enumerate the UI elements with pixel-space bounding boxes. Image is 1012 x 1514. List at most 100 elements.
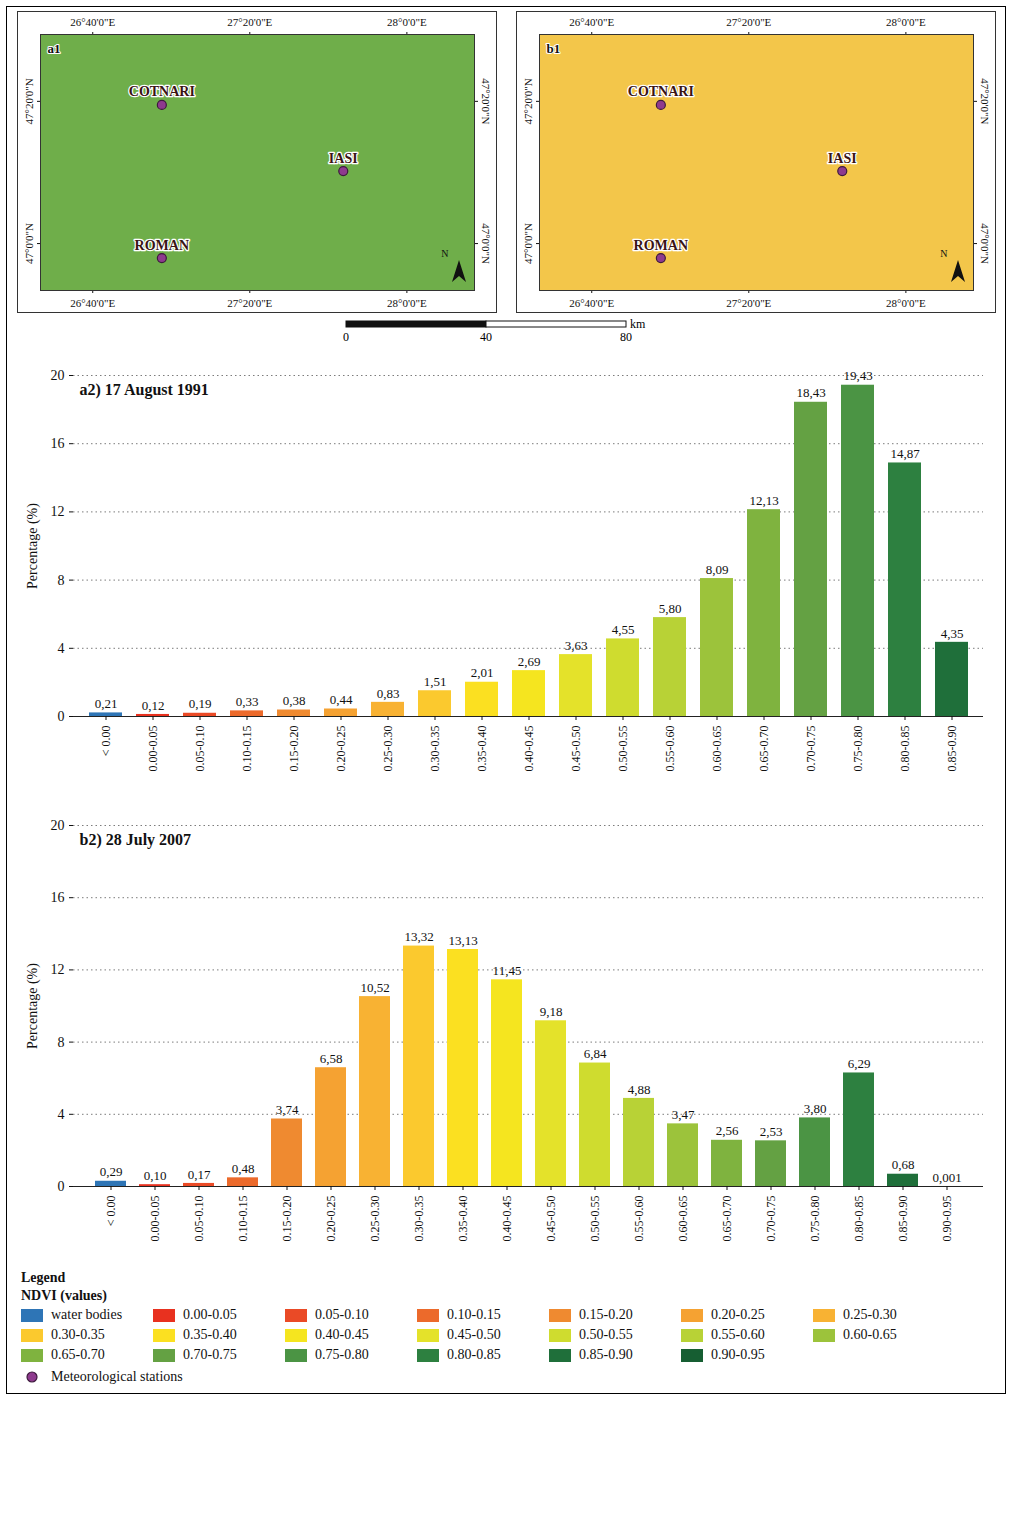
svg-text:0.15-0.20: 0.15-0.20 xyxy=(280,1196,294,1242)
svg-text:19,43: 19,43 xyxy=(843,368,872,383)
svg-text:0.60-0.65: 0.60-0.65 xyxy=(676,1196,690,1242)
svg-text:12: 12 xyxy=(51,962,65,977)
svg-text:47°0'0"N: 47°0'0"N xyxy=(23,223,35,264)
svg-text:47°20'0"N: 47°20'0"N xyxy=(978,78,990,124)
svg-text:47°0'0"N: 47°0'0"N xyxy=(479,223,491,264)
svg-text:0.50-0.55: 0.50-0.55 xyxy=(616,726,630,772)
svg-text:27°20'0"E: 27°20'0"E xyxy=(227,297,272,309)
svg-text:0.20-0.25: 0.20-0.25 xyxy=(334,726,348,772)
svg-text:0.45-0.50: 0.45-0.50 xyxy=(544,1196,558,1242)
svg-text:47°0'0"N: 47°0'0"N xyxy=(978,223,990,264)
svg-text:6,84: 6,84 xyxy=(584,1046,607,1061)
svg-text:4,55: 4,55 xyxy=(612,622,635,637)
svg-text:0.15-0.20: 0.15-0.20 xyxy=(287,726,301,772)
svg-text:5,80: 5,80 xyxy=(659,601,682,616)
svg-text:47°0'0"N: 47°0'0"N xyxy=(522,223,534,264)
svg-text:28°0'0"E: 28°0'0"E xyxy=(387,16,427,28)
svg-text:0.50-0.55: 0.50-0.55 xyxy=(588,1196,602,1242)
svg-text:0.80-0.85: 0.80-0.85 xyxy=(898,726,912,772)
svg-text:b1: b1 xyxy=(546,41,560,56)
svg-text:0: 0 xyxy=(58,709,65,724)
svg-text:IASI: IASI xyxy=(328,151,357,166)
svg-text:0,21: 0,21 xyxy=(95,696,118,711)
svg-text:a2) 17 August 1991: a2) 17 August 1991 xyxy=(80,381,209,399)
svg-text:0.70-0.75: 0.70-0.75 xyxy=(764,1196,778,1242)
svg-text:0.20-0.25: 0.20-0.25 xyxy=(324,1196,338,1242)
svg-text:IASI: IASI xyxy=(827,151,856,166)
svg-text:0.45-0.50: 0.45-0.50 xyxy=(569,726,583,772)
svg-text:0.05-0.10: 0.05-0.10 xyxy=(192,1196,206,1242)
svg-text:13,32: 13,32 xyxy=(404,929,433,944)
svg-text:0.05-0.10: 0.05-0.10 xyxy=(193,726,207,772)
svg-text:27°20'0"E: 27°20'0"E xyxy=(726,16,771,28)
svg-text:20: 20 xyxy=(51,368,65,383)
svg-text:2,53: 2,53 xyxy=(760,1124,783,1139)
svg-text:0.65-0.70: 0.65-0.70 xyxy=(720,1196,734,1242)
svg-text:2,69: 2,69 xyxy=(518,654,541,669)
svg-text:47°20'0"N: 47°20'0"N xyxy=(23,78,35,124)
svg-text:0.00-0.05: 0.00-0.05 xyxy=(148,1196,162,1242)
svg-text:0,83: 0,83 xyxy=(377,686,400,701)
svg-text:0.40-0.45: 0.40-0.45 xyxy=(522,726,536,772)
svg-text:28°0'0"E: 28°0'0"E xyxy=(387,297,427,309)
svg-text:47°20'0"N: 47°20'0"N xyxy=(479,78,491,124)
svg-text:b2) 28 July 2007: b2) 28 July 2007 xyxy=(80,831,192,849)
svg-text:0.25-0.30: 0.25-0.30 xyxy=(381,726,395,772)
svg-text:0,29: 0,29 xyxy=(100,1164,123,1179)
svg-text:27°20'0"E: 27°20'0"E xyxy=(227,16,272,28)
svg-text:80: 80 xyxy=(620,330,632,344)
svg-text:0.25-0.30: 0.25-0.30 xyxy=(368,1196,382,1242)
svg-text:6,58: 6,58 xyxy=(320,1051,343,1066)
svg-text:0.55-0.60: 0.55-0.60 xyxy=(632,1196,646,1242)
svg-text:4: 4 xyxy=(58,641,65,656)
svg-text:0.75-0.80: 0.75-0.80 xyxy=(851,726,865,772)
svg-text:a1: a1 xyxy=(47,41,60,56)
svg-text:6,29: 6,29 xyxy=(848,1056,871,1071)
svg-text:0.85-0.90: 0.85-0.90 xyxy=(896,1196,910,1242)
svg-text:16: 16 xyxy=(51,436,65,451)
svg-text:4: 4 xyxy=(58,1107,65,1122)
svg-text:0.30-0.35: 0.30-0.35 xyxy=(428,726,442,772)
svg-text:10,52: 10,52 xyxy=(360,980,389,995)
svg-text:0,19: 0,19 xyxy=(189,696,212,711)
svg-text:0,33: 0,33 xyxy=(236,694,259,709)
svg-text:3,74: 3,74 xyxy=(276,1102,299,1117)
svg-text:0.60-0.65: 0.60-0.65 xyxy=(710,726,724,772)
svg-text:8: 8 xyxy=(58,1035,65,1050)
svg-text:0.70-0.75: 0.70-0.75 xyxy=(804,726,818,772)
svg-text:12: 12 xyxy=(51,504,65,519)
svg-text:0,12: 0,12 xyxy=(142,698,165,713)
svg-text:11,45: 11,45 xyxy=(493,963,522,978)
svg-text:< 0.00: < 0.00 xyxy=(104,1196,118,1227)
svg-text:Percentage (%): Percentage (%) xyxy=(25,503,41,589)
svg-text:2,56: 2,56 xyxy=(716,1123,739,1138)
svg-text:N: N xyxy=(441,248,448,259)
svg-text:8,09: 8,09 xyxy=(706,562,729,577)
svg-text:13,13: 13,13 xyxy=(448,933,477,948)
svg-text:47°20'0"N: 47°20'0"N xyxy=(522,78,534,124)
svg-text:0.10-0.15: 0.10-0.15 xyxy=(240,726,254,772)
svg-text:0.35-0.40: 0.35-0.40 xyxy=(475,726,489,772)
svg-text:3,47: 3,47 xyxy=(672,1107,695,1122)
svg-text:0.00-0.05: 0.00-0.05 xyxy=(146,726,160,772)
svg-text:4,88: 4,88 xyxy=(628,1082,651,1097)
svg-text:1,51: 1,51 xyxy=(424,674,447,689)
svg-text:ROMAN: ROMAN xyxy=(633,238,687,253)
svg-text:40: 40 xyxy=(480,330,492,344)
svg-text:0.80-0.85: 0.80-0.85 xyxy=(852,1196,866,1242)
svg-text:0.30-0.35: 0.30-0.35 xyxy=(412,1196,426,1242)
svg-text:16: 16 xyxy=(51,890,65,905)
svg-text:26°40'0"E: 26°40'0"E xyxy=(569,297,614,309)
svg-text:9,18: 9,18 xyxy=(540,1004,563,1019)
svg-text:0.35-0.40: 0.35-0.40 xyxy=(456,1196,470,1242)
svg-text:0.10-0.15: 0.10-0.15 xyxy=(236,1196,250,1242)
svg-text:28°0'0"E: 28°0'0"E xyxy=(886,16,926,28)
svg-text:0,38: 0,38 xyxy=(283,693,306,708)
svg-text:20: 20 xyxy=(51,818,65,833)
svg-text:0.65-0.70: 0.65-0.70 xyxy=(757,726,771,772)
svg-text:Percentage (%): Percentage (%) xyxy=(25,963,41,1049)
svg-text:0.75-0.80: 0.75-0.80 xyxy=(808,1196,822,1242)
svg-text:COTNARI: COTNARI xyxy=(627,84,693,99)
svg-text:ROMAN: ROMAN xyxy=(134,238,188,253)
svg-text:27°20'0"E: 27°20'0"E xyxy=(726,297,771,309)
